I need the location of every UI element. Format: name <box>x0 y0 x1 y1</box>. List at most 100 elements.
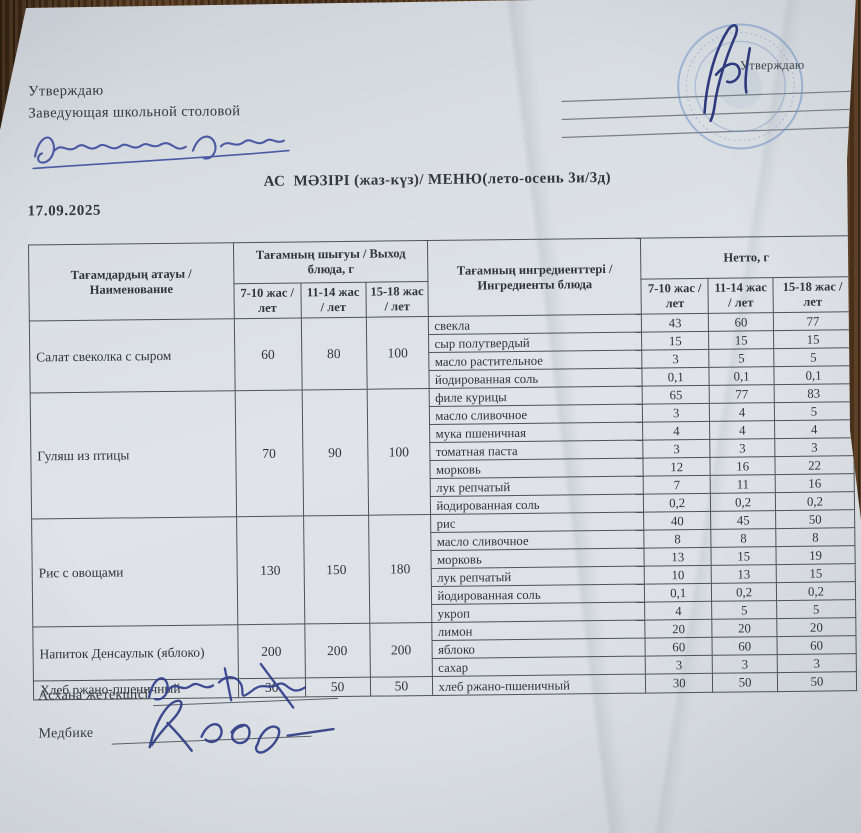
col-header-dish: Тағамдардың атауы / Наименование <box>28 242 235 322</box>
dish-output-cell: 50 <box>369 676 434 697</box>
ingredient-netto-cell: 16 <box>775 473 855 493</box>
dish-output-cell: 90 <box>301 389 369 516</box>
menu-date: 17.09.2025 <box>27 202 102 220</box>
approval-block-left: Утверждаю Заведующая школьной столовой <box>28 78 240 124</box>
ingredient-netto-cell: 60 <box>777 635 857 655</box>
ingredient-netto-cell: 4 <box>642 421 710 441</box>
ingredient-netto-cell: 3 <box>712 654 778 674</box>
ingredient-netto-cell: 3 <box>709 438 775 458</box>
ingredient-name-cell: масло растительное <box>429 350 643 371</box>
ingredient-netto-cell: 4 <box>774 419 854 439</box>
ingredient-netto-cell: 5 <box>711 600 777 620</box>
col-header-ingredients: Тағамның ингредиенттері / Ингредиенты бл… <box>427 238 642 317</box>
ingredient-name-cell: масло сливочное <box>431 530 645 551</box>
ingredient-netto-cell: 50 <box>712 672 778 693</box>
ingredient-name-cell: йодированная соль <box>429 368 643 389</box>
ingredient-name-cell: морковь <box>430 458 644 479</box>
dish-output-cell: 60 <box>234 317 302 391</box>
ingredient-netto-cell: 13 <box>711 564 777 584</box>
ingredient-name-cell: лук репчатый <box>431 566 645 587</box>
col-header-netto: Нетто, г <box>640 235 852 280</box>
col-header-output-age-7-10: 7-10 жас / лет <box>233 282 301 319</box>
ingredient-netto-cell: 65 <box>642 385 710 405</box>
ingredient-netto-cell: 3 <box>774 437 854 457</box>
ingredient-name-cell: морковь <box>431 548 645 569</box>
col-header-netto-age-7-10: 7-10 жас / лет <box>641 278 709 315</box>
ingredient-netto-cell: 3 <box>645 655 713 675</box>
ingredient-netto-cell: 15 <box>641 331 709 351</box>
signature-line-2 <box>561 108 855 121</box>
ingredient-name-cell: томатная паста <box>430 440 644 461</box>
ingredient-netto-cell: 12 <box>643 457 711 477</box>
signature-line-3 <box>561 126 855 139</box>
ingredient-netto-cell: 5 <box>774 401 854 421</box>
ingredient-name-cell: йодированная соль <box>430 494 644 515</box>
dish-name-cell: Рис с овощами <box>31 516 238 628</box>
ingredient-netto-cell: 7 <box>643 475 711 495</box>
ingredient-netto-cell: 0,2 <box>711 582 777 602</box>
ingredient-netto-cell: 5 <box>773 347 853 367</box>
ingredient-netto-cell: 19 <box>776 545 856 565</box>
ingredient-netto-cell: 0,1 <box>773 365 854 385</box>
ingredient-name-cell: йодированная соль <box>431 584 645 605</box>
ingredient-netto-cell: 15 <box>711 546 777 566</box>
ingredient-name-cell: лук репчатый <box>430 476 644 497</box>
ingredient-netto-cell: 77 <box>773 311 853 331</box>
col-header-output-age-15-18: 15-18 жас / лет <box>365 281 429 318</box>
signature-line-1 <box>561 90 855 103</box>
dish-output-cell: 100 <box>365 316 430 390</box>
dish-output-cell: 70 <box>234 389 304 517</box>
ingredient-netto-cell: 3 <box>642 439 711 459</box>
ingredient-netto-cell: 13 <box>644 547 712 567</box>
nurse-label: Медбике <box>38 725 94 742</box>
ingredient-netto-cell: 60 <box>645 637 713 657</box>
ingredient-netto-cell: 0,2 <box>776 581 856 601</box>
col-header-output: Тағамның шығуы / Выход блюда, г <box>233 240 429 284</box>
ingredient-name-cell: укроп <box>432 602 646 623</box>
ingredient-netto-cell: 0,2 <box>775 491 855 511</box>
ingredient-netto-cell: 20 <box>711 618 778 638</box>
dish-output-cell: 100 <box>366 388 432 516</box>
dish-output-cell: 200 <box>369 622 433 678</box>
approval-right-label: Утверждаю <box>739 57 805 73</box>
ingredient-netto-cell: 8 <box>710 528 777 548</box>
ingredient-netto-cell: 60 <box>708 312 774 332</box>
ingredient-netto-cell: 15 <box>776 563 856 583</box>
ingredient-netto-cell: 8 <box>775 527 855 547</box>
menu-table: Тағамдардың атауы / Наименование Тағамны… <box>27 235 858 701</box>
col-header-output-age-11-14: 11-14 жас / лет <box>300 282 366 318</box>
ingredient-name-cell: яблоко <box>432 638 646 659</box>
ingredient-netto-cell: 60 <box>712 636 778 656</box>
ingredient-netto-cell: 50 <box>777 671 857 692</box>
col-header-netto-age-15-18: 15-18 жас / лет <box>772 276 853 313</box>
ingredient-netto-cell: 4 <box>644 601 712 621</box>
ingredient-netto-cell: 40 <box>643 511 711 531</box>
ingredient-netto-cell: 5 <box>776 599 856 619</box>
dish-output-cell: 130 <box>236 515 305 625</box>
ingredient-netto-cell: 0,2 <box>710 492 776 512</box>
dish-name-cell: Салат свеколка с сыром <box>29 318 235 394</box>
dish-output-cell: 180 <box>368 514 433 624</box>
ingredient-netto-cell: 0,1 <box>642 367 710 387</box>
ingredient-netto-cell: 30 <box>645 673 713 694</box>
ingredient-netto-cell: 3 <box>641 349 710 369</box>
ingredient-netto-cell: 77 <box>709 384 775 404</box>
menu-table-body: Салат свеколка с сыром 60 80 100 свекла 43 60 7… <box>29 311 857 701</box>
ingredient-netto-cell: 3 <box>777 653 857 673</box>
nurse-handwritten-signature <box>148 699 335 754</box>
ingredient-name-cell: филе курицы <box>429 386 643 407</box>
round-stamp-icon <box>677 23 804 150</box>
ingredient-name-cell: свекла <box>428 314 642 335</box>
ingredient-netto-cell: 15 <box>708 330 774 350</box>
canteen-head-handwritten-signature <box>147 662 307 709</box>
ingredient-netto-cell: 0,2 <box>643 493 711 513</box>
ingredient-netto-cell: 0,1 <box>644 583 712 603</box>
ingredient-name-cell: мука пшеничная <box>429 422 643 443</box>
dish-output-cell: 150 <box>303 515 370 624</box>
approval-left-line1: Утверждаю <box>28 82 104 100</box>
ingredient-netto-cell: 3 <box>642 403 710 423</box>
ingredient-netto-cell: 4 <box>709 402 775 422</box>
ingredient-name-cell: сыр полутвердый <box>428 332 642 353</box>
